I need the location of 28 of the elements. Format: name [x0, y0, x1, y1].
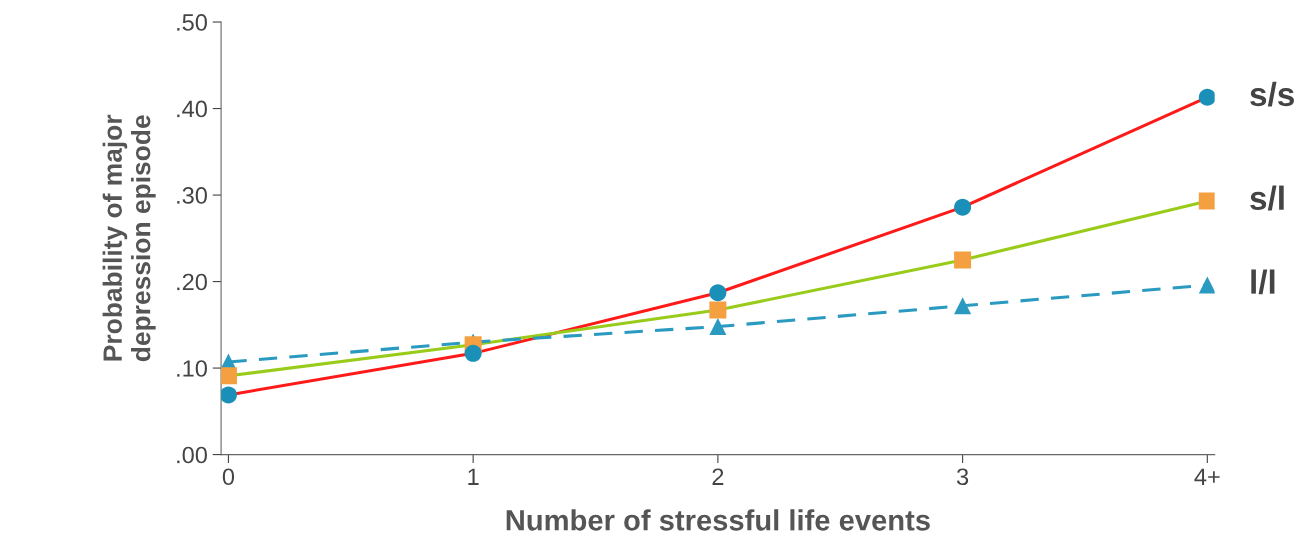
y-axis-title: Probability of major depression episode [102, 114, 156, 362]
point [1198, 192, 1215, 210]
y-tick-label: .50 [177, 14, 207, 31]
x-axis-title: Number of stressful life events [506, 509, 930, 531]
point [954, 198, 972, 216]
x-tick-label: 3 [956, 468, 969, 486]
y-tick-label: .00 [177, 446, 207, 464]
point [1198, 276, 1215, 294]
series-label: s/s [1250, 81, 1294, 107]
point [221, 386, 237, 404]
x-tick-label: 2 [712, 468, 724, 485]
y-tick-label: .10 [177, 360, 207, 377]
series-label: s/l [1250, 185, 1284, 211]
x-tick-label: 4+ [1194, 468, 1220, 485]
series-label: l/l [1251, 269, 1275, 295]
x-tick-label: 1 [468, 468, 479, 485]
point [709, 301, 727, 319]
point [464, 344, 482, 362]
point [709, 284, 727, 302]
point [1198, 88, 1215, 106]
point [221, 367, 237, 385]
point [954, 297, 972, 315]
point [709, 318, 727, 336]
y-tick-label: .40 [177, 100, 207, 118]
y-tick-label: .30 [177, 187, 207, 204]
point [954, 251, 972, 269]
y-tick-label: .20 [177, 273, 207, 291]
x-tick-label: 0 [222, 468, 235, 486]
